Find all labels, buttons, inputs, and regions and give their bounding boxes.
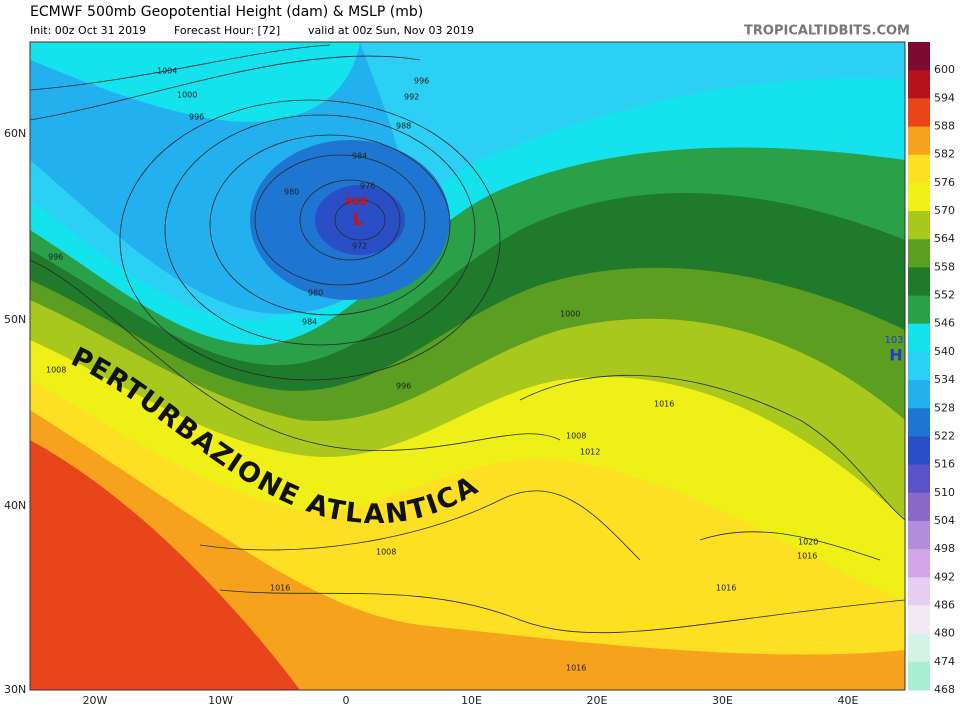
colorbar-swatch <box>908 42 930 71</box>
isobar-labels: 1004 1000 996 996 992 988 984 980 976 972 980 984 99… <box>46 67 818 673</box>
valid-time: valid at 00z Sun, Nov 03 2019 <box>308 24 474 37</box>
isobar-label: 1016 <box>797 552 817 561</box>
init-text: Init: 00z Oct 31 2019 <box>30 24 146 37</box>
colorbar-label: 474 <box>934 655 955 668</box>
longitude-label: 20W <box>83 694 108 707</box>
isobar-label: 996 <box>189 113 204 122</box>
colorbar-label: 480 <box>934 627 955 640</box>
colorbar-label: 498 <box>934 542 955 555</box>
latitude-label: 30N <box>4 683 26 696</box>
colorbar-swatch <box>908 295 930 325</box>
isobar-label: 984 <box>352 152 367 161</box>
colorbar-swatch <box>908 520 930 550</box>
map-title: ECMWF 500mb Geopotential Height (dam) & … <box>30 4 423 20</box>
colorbar-swatch <box>908 211 930 240</box>
colorbar-label: 582 <box>934 148 955 161</box>
isobar-label: 1016 <box>566 664 586 673</box>
low-symbol: L <box>353 210 364 230</box>
colorbar-label: 552 <box>934 289 955 302</box>
colorbar-label: 558 <box>934 260 955 273</box>
isobar-label: 980 <box>284 188 299 197</box>
axes: 60N 50N 40N 30N 20W 10W 0 10E 20E 30E 40E <box>4 127 859 707</box>
latitude-label: 60N <box>4 127 26 140</box>
colorbar-swatch <box>908 154 930 184</box>
isobar-label: 984 <box>302 318 317 327</box>
site-name: TROPICALTIDBITS.COM <box>744 24 910 39</box>
colorbar-swatch <box>908 661 930 691</box>
colorbar-label: 600 <box>934 63 955 76</box>
isobar-label: 1016 <box>716 584 736 593</box>
colorbar-label: 492 <box>934 570 955 583</box>
colorbar-label: 516 <box>934 458 955 471</box>
longitude-label: 20E <box>587 694 608 707</box>
low-pressure: 968 <box>345 195 368 208</box>
map: PERTURBAZIONE ATLANTICA 968 L 103 H 1004… <box>30 42 905 690</box>
isobar-label: 1000 <box>177 91 197 100</box>
colorbar-swatch <box>908 351 930 381</box>
colorbar-swatch <box>908 436 930 466</box>
colorbar-label: 486 <box>934 598 955 611</box>
isobar-label: 988 <box>396 122 411 131</box>
colorbar-label: 570 <box>934 204 955 217</box>
isobar-label: 1000 <box>560 310 580 319</box>
colorbar-swatch <box>908 492 930 522</box>
colorbar-swatch <box>908 98 930 128</box>
isobar-label: 996 <box>414 77 429 86</box>
colorbar-label: 564 <box>934 232 955 245</box>
colorbar: 600 594 588 582 576 570 564 558 552 546 540 534 528 5… <box>908 42 955 696</box>
isobar-label: 996 <box>48 253 63 262</box>
colorbar-swatch <box>908 605 930 635</box>
isobar-label: 992 <box>404 93 419 102</box>
high-symbol: H <box>889 346 902 365</box>
colorbar-label: 534 <box>934 373 955 386</box>
map-frame <box>29 41 906 691</box>
isobar-label: 1008 <box>566 432 586 441</box>
colorbar-swatch <box>908 267 930 297</box>
colorbar-swatch <box>908 182 930 212</box>
colorbar-swatch <box>908 323 930 353</box>
longitude-label: 10W <box>208 694 233 707</box>
colorbar-swatch <box>908 70 930 99</box>
isobar-label: 976 <box>360 182 375 191</box>
colorbar-swatch <box>908 239 930 268</box>
colorbar-label: 588 <box>934 120 955 133</box>
longitude-label: 40E <box>838 694 859 707</box>
colorbar-swatch <box>908 408 930 437</box>
colorbar-label: 468 <box>934 683 955 696</box>
colorbar-label: 594 <box>934 91 955 104</box>
isobar-label: 1004 <box>157 67 177 76</box>
latitude-label: 50N <box>4 313 26 326</box>
isobar-label: 1008 <box>376 548 396 557</box>
colorbar-swatch <box>908 549 930 578</box>
colorbar-swatch <box>908 126 930 156</box>
colorbar-label: 504 <box>934 514 955 527</box>
high-pressure: 103 <box>884 335 903 346</box>
forecast-hour: Forecast Hour: [72] <box>174 24 280 37</box>
isobar-label: 996 <box>396 382 411 391</box>
colorbar-label: 576 <box>934 176 955 189</box>
isobar-label: 1008 <box>46 366 66 375</box>
colorbar-swatch <box>908 633 930 663</box>
isobar-label: 1012 <box>580 448 600 457</box>
latitude-label: 40N <box>4 499 26 512</box>
colorbar-swatch <box>908 464 930 494</box>
colorbar-label: 510 <box>934 486 955 499</box>
colorbar-label: 540 <box>934 345 955 358</box>
longitude-label: 0 <box>343 694 350 707</box>
colorbar-swatch <box>908 380 930 409</box>
isobar-label: 980 <box>308 289 323 298</box>
isobar-label: 1020 <box>798 538 818 547</box>
longitude-label: 10E <box>461 694 482 707</box>
isobar-label: 972 <box>352 242 367 251</box>
isobar-label: 1016 <box>270 584 290 593</box>
isobar-label: 1016 <box>654 400 674 409</box>
longitude-label: 30E <box>712 694 733 707</box>
colorbar-label: 528 <box>934 401 955 414</box>
colorbar-swatch <box>908 577 930 606</box>
colorbar-label: 546 <box>934 317 955 330</box>
colorbar-label: 522 <box>934 429 955 442</box>
